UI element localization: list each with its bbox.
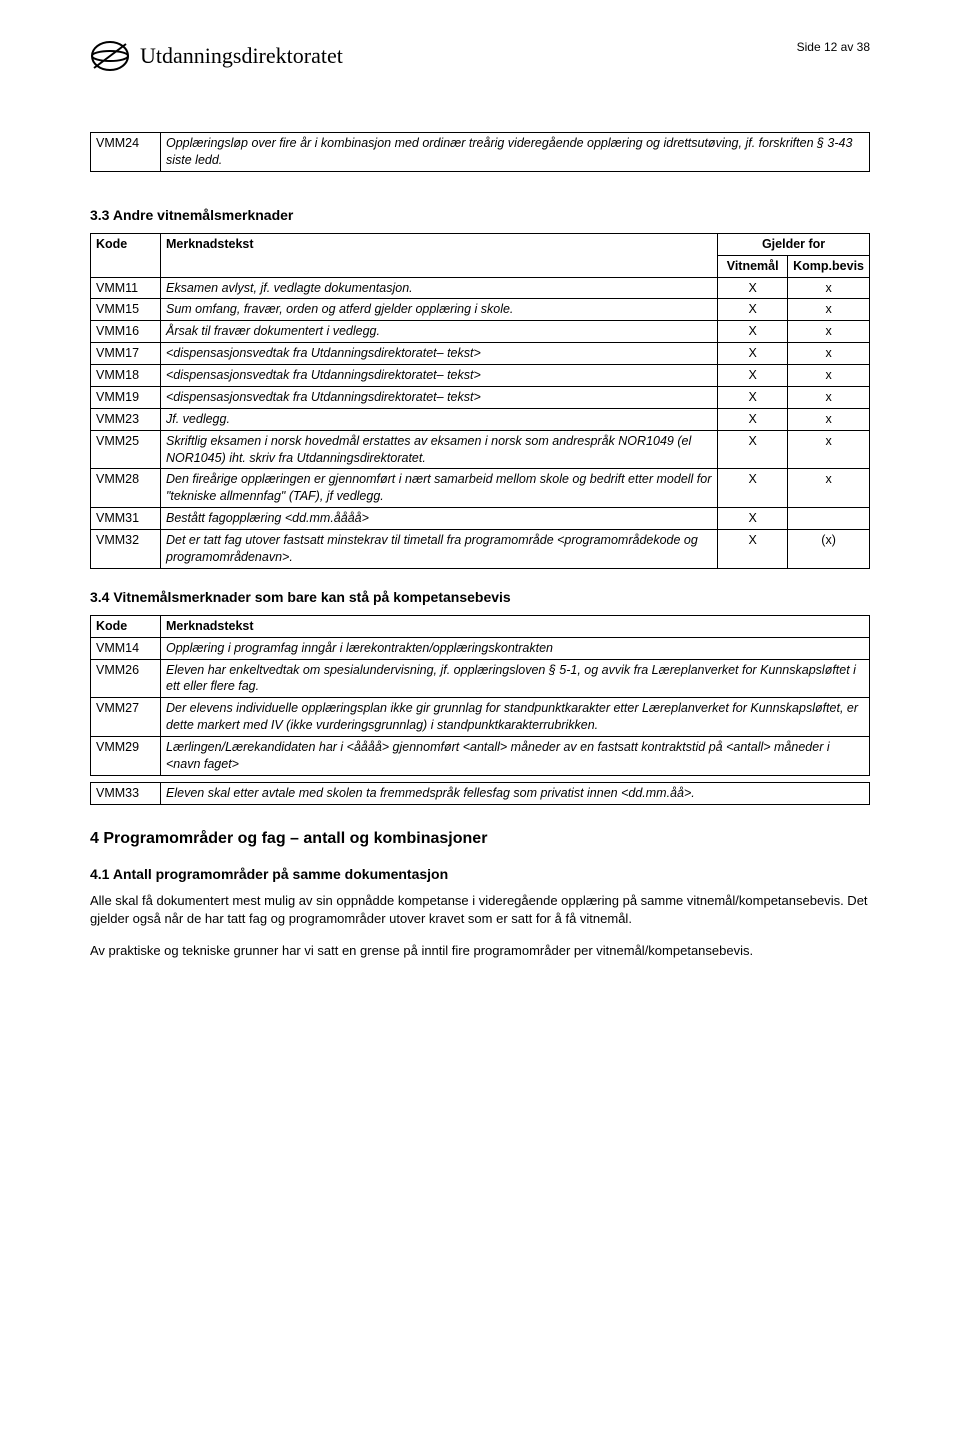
row-code: VMM28 xyxy=(91,469,161,508)
section-4-para1: Alle skal få dokumentert mest mulig av s… xyxy=(90,892,870,928)
row-code: VMM24 xyxy=(91,133,161,172)
row-code: VMM26 xyxy=(91,659,161,698)
row-vitn: X xyxy=(718,386,788,408)
col-vitnemal: Vitnemål xyxy=(718,255,788,277)
table-row: VMM32Det er tatt fag utover fastsatt min… xyxy=(91,530,870,569)
row-text: Eleven skal etter avtale med skolen ta f… xyxy=(161,782,870,804)
table-row: VMM14Opplæring i programfag inngår i lær… xyxy=(91,637,870,659)
row-text: Eleven har enkeltvedtak om spesialunderv… xyxy=(161,659,870,698)
table-row: VMM33 Eleven skal etter avtale med skole… xyxy=(91,782,870,804)
row-text: <dispensasjonsvedtak fra Utdanningsdirek… xyxy=(161,343,718,365)
row-vitn: X xyxy=(718,299,788,321)
section-4-1-title: 4.1 Antall programområder på samme dokum… xyxy=(90,866,870,882)
row-code: VMM31 xyxy=(91,508,161,530)
row-text: Lærlingen/Lærekandidaten har i <åååå> gj… xyxy=(161,737,870,776)
row-code: VMM14 xyxy=(91,637,161,659)
section-4-title: 4 Programområder og fag – antall og komb… xyxy=(90,830,870,848)
row-text: Sum omfang, fravær, orden og atferd gjel… xyxy=(161,299,718,321)
row-komp: x xyxy=(788,469,870,508)
row-code: VMM18 xyxy=(91,365,161,387)
row-code: VMM16 xyxy=(91,321,161,343)
row-vitn: X xyxy=(718,408,788,430)
table-row: VMM26Eleven har enkeltvedtak om spesialu… xyxy=(91,659,870,698)
row-komp: x xyxy=(788,277,870,299)
table-row: VMM18<dispensasjonsvedtak fra Utdannings… xyxy=(91,365,870,387)
row-code: VMM32 xyxy=(91,530,161,569)
table-3-4-extra: VMM33 Eleven skal etter avtale med skole… xyxy=(90,782,870,805)
row-text: Den fireårige opplæringen er gjennomført… xyxy=(161,469,718,508)
row-text: Bestått fagopplæring <dd.mm.åååå> xyxy=(161,508,718,530)
row-komp: x xyxy=(788,343,870,365)
row-code: VMM25 xyxy=(91,430,161,469)
section-3-4-title: 3.4 Vitnemålsmerknader som bare kan stå … xyxy=(90,589,870,605)
row-text: Opplæring i programfag inngår i lærekont… xyxy=(161,637,870,659)
row-komp: x xyxy=(788,430,870,469)
table-row: VMM19<dispensasjonsvedtak fra Utdannings… xyxy=(91,386,870,408)
table-header-row: Kode Merknadstekst Gjelder for xyxy=(91,233,870,255)
col-merknadstekst: Merknadstekst xyxy=(161,615,870,637)
row-code: VMM15 xyxy=(91,299,161,321)
row-code: VMM33 xyxy=(91,782,161,804)
row-vitn: X xyxy=(718,469,788,508)
row-code: VMM29 xyxy=(91,737,161,776)
col-kode: Kode xyxy=(91,615,161,637)
col-gjelder-for: Gjelder for xyxy=(718,233,870,255)
row-komp: x xyxy=(788,365,870,387)
logo-area: Utdanningsdirektoratet xyxy=(90,40,343,72)
row-text: Jf. vedlegg. xyxy=(161,408,718,430)
row-vitn: X xyxy=(718,365,788,387)
row-code: VMM27 xyxy=(91,698,161,737)
row-text: Eksamen avlyst, jf. vedlagte dokumentasj… xyxy=(161,277,718,299)
row-text: <dispensasjonsvedtak fra Utdanningsdirek… xyxy=(161,386,718,408)
row-vitn: X xyxy=(718,321,788,343)
row-vitn: X xyxy=(718,508,788,530)
table-row: VMM16Årsak til fravær dokumentert i vedl… xyxy=(91,321,870,343)
table-3-3: Kode Merknadstekst Gjelder for Vitnemål … xyxy=(90,233,870,569)
row-text: Opplæringsløp over fire år i kombinasjon… xyxy=(161,133,870,172)
table-row: VMM28Den fireårige opplæringen er gjenno… xyxy=(91,469,870,508)
section-3-3-title: 3.3 Andre vitnemålsmerknader xyxy=(90,207,870,223)
row-code: VMM11 xyxy=(91,277,161,299)
table-vmm24: VMM24 Opplæringsløp over fire år i kombi… xyxy=(90,132,870,172)
table-row: VMM15Sum omfang, fravær, orden og atferd… xyxy=(91,299,870,321)
col-kompbevis: Komp.bevis xyxy=(788,255,870,277)
row-komp: (x) xyxy=(788,530,870,569)
row-vitn: X xyxy=(718,430,788,469)
table-row: VMM24 Opplæringsløp over fire år i kombi… xyxy=(91,133,870,172)
col-merknadstekst: Merknadstekst xyxy=(161,233,718,277)
table-row: VMM23Jf. vedlegg.Xx xyxy=(91,408,870,430)
table-row: VMM17<dispensasjonsvedtak fra Utdannings… xyxy=(91,343,870,365)
col-kode: Kode xyxy=(91,233,161,277)
row-komp: x xyxy=(788,408,870,430)
table-3-4: Kode Merknadstekst VMM14Opplæring i prog… xyxy=(90,615,870,776)
row-code: VMM19 xyxy=(91,386,161,408)
org-name: Utdanningsdirektoratet xyxy=(140,43,343,69)
row-code: VMM17 xyxy=(91,343,161,365)
table-header-row: Kode Merknadstekst xyxy=(91,615,870,637)
row-text: Skriftlig eksamen i norsk hovedmål ersta… xyxy=(161,430,718,469)
table-row: VMM31Bestått fagopplæring <dd.mm.åååå>X xyxy=(91,508,870,530)
document-header: Utdanningsdirektoratet Side 12 av 38 xyxy=(90,40,870,72)
udir-logo-icon xyxy=(90,40,130,72)
row-text: Årsak til fravær dokumentert i vedlegg. xyxy=(161,321,718,343)
row-text: Der elevens individuelle opplæringsplan … xyxy=(161,698,870,737)
table-row: VMM29Lærlingen/Lærekandidaten har i <ååå… xyxy=(91,737,870,776)
row-komp xyxy=(788,508,870,530)
table-row: VMM27Der elevens individuelle opplærings… xyxy=(91,698,870,737)
row-text: Det er tatt fag utover fastsatt minstekr… xyxy=(161,530,718,569)
row-komp: x xyxy=(788,321,870,343)
row-text: <dispensasjonsvedtak fra Utdanningsdirek… xyxy=(161,365,718,387)
row-code: VMM23 xyxy=(91,408,161,430)
row-vitn: X xyxy=(718,530,788,569)
row-vitn: X xyxy=(718,343,788,365)
row-vitn: X xyxy=(718,277,788,299)
row-komp: x xyxy=(788,386,870,408)
table-row: VMM25Skriftlig eksamen i norsk hovedmål … xyxy=(91,430,870,469)
row-komp: x xyxy=(788,299,870,321)
section-4-para2: Av praktiske og tekniske grunner har vi … xyxy=(90,942,870,960)
table-row: VMM11Eksamen avlyst, jf. vedlagte dokume… xyxy=(91,277,870,299)
page-indicator: Side 12 av 38 xyxy=(797,40,870,54)
